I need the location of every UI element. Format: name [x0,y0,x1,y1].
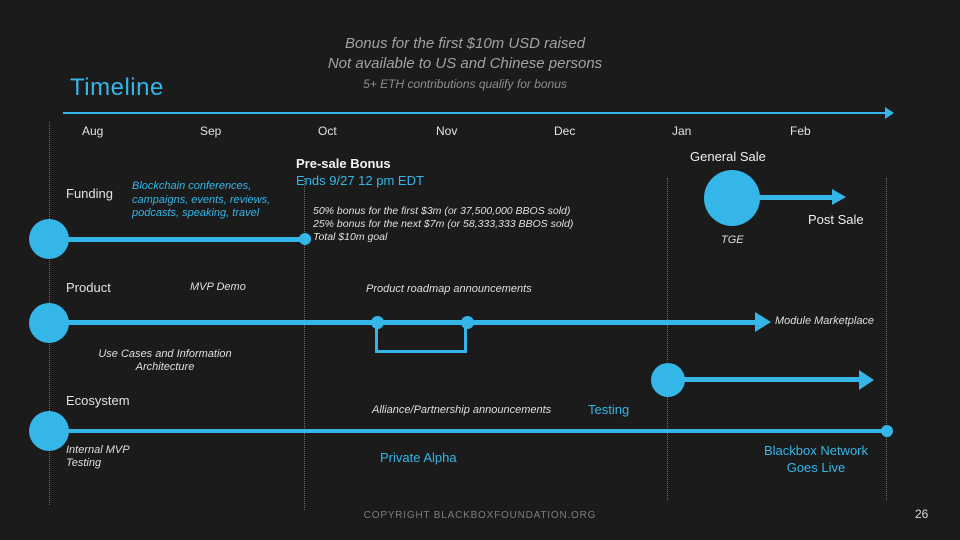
presale-bonus-title: Pre-sale Bonus [296,156,391,171]
post-sale-arrow-icon [832,189,846,205]
internal-mvp-label: Internal MVP Testing [66,444,130,469]
bonus-detail-line1: 50% bonus for the first $3m (or 37,500,0… [313,205,571,217]
funding-end-node-icon [299,233,311,245]
roadmap-announcements-label: Product roadmap announcements [366,283,532,295]
funding-activities-text: Blockchain conferences, campaigns, event… [132,180,271,219]
month-label-feb: Feb [790,124,811,138]
bonus-details-text: 50% bonus for the first $3m (or 37,500,0… [313,205,573,244]
tge-label: TGE [721,234,744,246]
private-alpha-label: Private Alpha [380,450,457,465]
goes-live-label: Blackbox Network Goes Live [763,443,869,475]
guide-line-oct [304,178,305,510]
general-sale-label: General Sale [690,149,766,164]
general-sale-node-icon [704,170,760,226]
post-sale-label: Post Sale [808,212,864,227]
month-label-oct: Oct [318,124,337,138]
page-number: 26 [915,507,929,521]
copyright-text: COPYRIGHT BLACKBOXFOUNDATION.ORG [363,510,597,521]
timeline-axis-arrow-icon [885,107,894,119]
guide-line-jan [667,178,668,500]
guide-line-feb [886,178,887,500]
product-track-line [49,320,757,325]
product-row-label: Product [66,280,111,295]
ecosystem-start-node-icon [29,411,69,451]
bonus-detail-line3: Total $10m goal [313,231,388,243]
ecosystem-track-line [49,429,887,433]
testing-arrow-icon [859,370,874,390]
testing-node-icon [651,363,685,397]
product-start-node-icon [29,303,69,343]
bonus-note: Bonus for the first $10m USD raised Not … [255,34,675,92]
testing-label: Testing [588,402,630,417]
ecosystem-end-node-icon [881,425,893,437]
presale-deadline-text: Ends 9/27 12 pm EDT [296,173,424,188]
post-sale-arrow-line [757,195,833,200]
funding-start-node-icon [29,219,69,259]
month-label-nov: Nov [436,124,458,138]
month-label-sep: Sep [200,124,222,138]
month-label-dec: Dec [554,124,576,138]
bonus-note-line1: Bonus for the first $10m USD raised [344,35,586,52]
alliance-announcements-label: Alliance/Partnership announcements [372,404,552,416]
module-marketplace-label: Module Marketplace [775,315,875,327]
product-sub-branch-line [375,323,467,353]
funding-row-label: Funding [66,186,113,201]
bonus-note-line2: Not available to US and Chinese persons [327,55,603,72]
product-arrow-icon [755,312,771,332]
bonus-note-line3: 5+ ETH contributions qualify for bonus [363,77,567,91]
month-label-aug: Aug [82,124,104,138]
ecosystem-row-label: Ecosystem [66,393,130,408]
product-milestone-dot-1-icon [371,316,384,329]
bonus-detail-line2: 25% bonus for the next $7m (or 58,333,33… [313,218,574,230]
timeline-axis [63,112,885,114]
testing-arrow-line [683,377,860,382]
use-cases-label: Use Cases and Information Architecture [98,348,232,373]
mvp-demo-label: MVP Demo [190,281,246,293]
funding-track-line [49,237,305,242]
page-title: Timeline [70,74,164,101]
month-label-jan: Jan [672,124,692,138]
